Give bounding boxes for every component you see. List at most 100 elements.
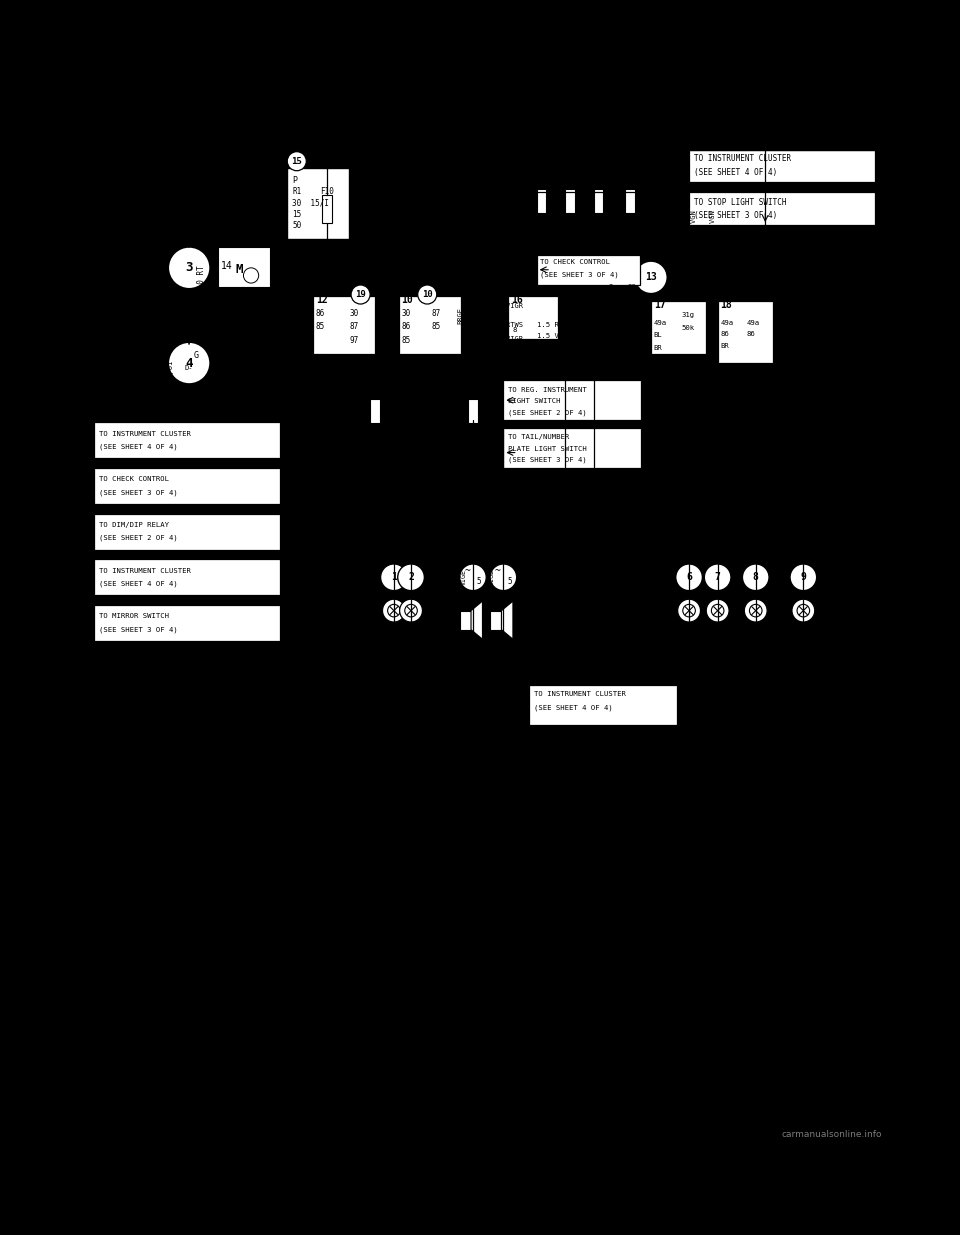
Circle shape	[244, 268, 258, 283]
Text: Typical starting, charging, horn, hazard flasher and direction indicators (1 of : Typical starting, charging, horn, hazard…	[161, 1084, 817, 1098]
Circle shape	[382, 599, 405, 622]
Text: 2.5 VI: 2.5 VI	[374, 183, 402, 191]
Bar	[689, 191, 875, 225]
Bar	[287, 168, 349, 240]
Bar	[537, 254, 639, 285]
Circle shape	[711, 604, 724, 618]
Text: 1.5 BR: 1.5 BR	[801, 704, 806, 727]
Text: 0.5 VGN: 0.5 VGN	[672, 210, 678, 240]
Text: carmanualsonline.info: carmanualsonline.info	[781, 1130, 882, 1139]
Text: 31g: 31g	[682, 312, 695, 319]
Bar	[651, 301, 707, 353]
Text: W1: W1	[94, 136, 106, 146]
Text: 9: 9	[801, 572, 806, 582]
Circle shape	[399, 599, 422, 622]
Text: 1.5 VIGR: 1.5 VIGR	[537, 333, 572, 340]
Text: 86: 86	[721, 331, 730, 337]
Circle shape	[744, 599, 767, 622]
Text: 0.5 GNWS: 0.5 GNWS	[294, 394, 300, 427]
Text: (SEE SHEET 4 OF 4): (SEE SHEET 4 OF 4)	[534, 704, 612, 711]
Circle shape	[439, 189, 444, 195]
Text: 2.5 SWGE: 2.5 SWGE	[228, 222, 264, 231]
Text: TO INSTRUMENT CLUSTER: TO INSTRUMENT CLUSTER	[694, 154, 791, 163]
Text: 30s: 30s	[627, 284, 640, 290]
Text: 1.0: 1.0	[791, 490, 797, 503]
Text: 0.5 BLSW: 0.5 BLSW	[563, 632, 568, 664]
Text: 14: 14	[221, 261, 232, 270]
Text: P: P	[292, 175, 297, 185]
Text: BLSW: BLSW	[677, 513, 683, 529]
Text: 0.5: 0.5	[582, 519, 588, 531]
Polygon shape	[471, 601, 483, 640]
Circle shape	[287, 152, 306, 170]
Text: F19: F19	[368, 393, 382, 401]
Text: (SEE SHEET 4 OF 4): (SEE SHEET 4 OF 4)	[99, 443, 178, 450]
Text: 15: 15	[292, 157, 302, 165]
Text: 16  HORN SWITCH: 16 HORN SWITCH	[99, 966, 180, 976]
Text: BLWS: BLWS	[379, 469, 386, 485]
Text: LIGHT SWITCH: LIGHT SWITCH	[508, 398, 561, 404]
Text: 1.0 VI: 1.0 VI	[517, 183, 545, 191]
Text: ~: ~	[465, 567, 470, 577]
Circle shape	[130, 146, 135, 152]
Text: 1.5 RTWS: 1.5 RTWS	[489, 322, 523, 329]
Text: 13: 13	[645, 273, 657, 283]
Bar	[313, 296, 374, 353]
Text: GNWS: GNWS	[342, 403, 348, 419]
Text: 19: 19	[355, 290, 366, 299]
Text: (SEE SHEET 3 OF 4): (SEE SHEET 3 OF 4)	[99, 626, 178, 632]
Text: H24730: H24730	[614, 739, 650, 748]
Text: 14  STARTER MOTOR: 14 STARTER MOTOR	[99, 924, 190, 934]
Bar	[625, 189, 635, 214]
Text: F6: F6	[594, 179, 603, 189]
Circle shape	[281, 146, 287, 152]
Text: 2.5 GN: 2.5 GN	[366, 200, 393, 209]
Text: 87: 87	[432, 309, 442, 319]
Circle shape	[397, 564, 424, 590]
Text: ~: ~	[494, 567, 500, 577]
Text: 2.5 GN: 2.5 GN	[427, 235, 437, 263]
Circle shape	[351, 285, 371, 304]
Text: (SEE SHEET 4 OF 4): (SEE SHEET 4 OF 4)	[99, 580, 178, 587]
Text: 18: 18	[721, 300, 732, 310]
Text: VIGE: VIGE	[461, 569, 467, 585]
Bar	[537, 189, 546, 214]
Bar	[94, 468, 279, 504]
Circle shape	[707, 599, 729, 622]
Text: TO CHECK CONTROL: TO CHECK CONTROL	[99, 477, 169, 483]
Text: F12: F12	[623, 179, 637, 189]
Text: 5: 5	[477, 577, 481, 585]
Text: 10: 10	[401, 295, 413, 305]
Circle shape	[405, 604, 418, 618]
Circle shape	[678, 599, 701, 622]
Text: 6: 6	[686, 572, 692, 582]
Text: KEY TO ITEMS: KEY TO ITEMS	[99, 653, 180, 663]
Bar	[218, 247, 270, 287]
Text: F7: F7	[468, 393, 477, 401]
Circle shape	[662, 146, 668, 152]
Bar	[468, 399, 478, 422]
Text: 15: 15	[292, 210, 301, 219]
Text: GNSW: GNSW	[287, 640, 305, 648]
Text: 1.0: 1.0	[706, 490, 711, 503]
Text: 15u: 15u	[444, 204, 458, 214]
Text: 4: 4	[185, 357, 193, 369]
Text: 1.0 VGN: 1.0 VGN	[691, 210, 697, 240]
Text: TO TAIL/NUMBER: TO TAIL/NUMBER	[508, 435, 569, 441]
Circle shape	[792, 599, 815, 622]
Text: 85: 85	[401, 336, 411, 345]
Bar	[323, 195, 332, 224]
Circle shape	[460, 564, 487, 590]
Text: 7   DIRECTION INDICATOR RIGHT REAR: 7 DIRECTION INDICATOR RIGHT REAR	[99, 799, 281, 808]
Text: (SEE SHEET 2 OF 4): (SEE SHEET 2 OF 4)	[508, 409, 587, 416]
Bar	[490, 610, 501, 630]
Text: 2   REVERSING LIGHT RIGHT: 2 REVERSING LIGHT RIGHT	[99, 694, 233, 703]
Text: TO INSTRUMENT CLUSTER: TO INSTRUMENT CLUSTER	[99, 431, 191, 437]
Bar	[503, 380, 641, 420]
Text: 15  IGNITION SWITCH: 15 IGNITION SWITCH	[99, 945, 201, 955]
Text: GNWS: GNWS	[307, 403, 313, 419]
Text: 16: 16	[511, 295, 523, 305]
Text: 49a: 49a	[746, 320, 759, 326]
Text: 10  HORN RELAY: 10 HORN RELAY	[99, 861, 174, 871]
Text: 49a: 49a	[606, 312, 619, 319]
